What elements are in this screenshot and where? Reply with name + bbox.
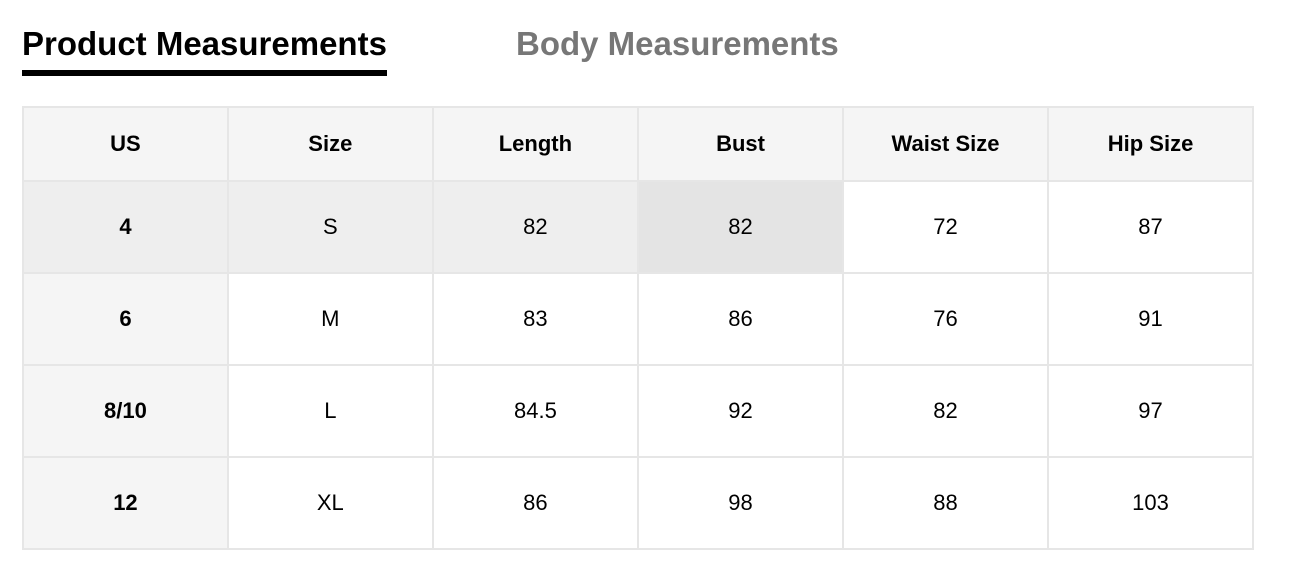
- cell-us: 6: [22, 272, 229, 366]
- tab-body-measurements[interactable]: Body Measurements: [516, 25, 839, 62]
- cell-length: 84.5: [431, 364, 640, 458]
- cell-length: 86: [431, 456, 640, 550]
- table-header-row: US Size Length Bust Waist Size Hip Size: [22, 106, 1254, 182]
- cell-us: 12: [22, 456, 229, 550]
- cell-waist: 88: [841, 456, 1050, 550]
- cell-size: S: [226, 180, 434, 274]
- header-hip-size: Hip Size: [1047, 106, 1254, 182]
- cell-bust: 92: [637, 364, 844, 458]
- size-chart-table: US Size Length Bust Waist Size Hip Size …: [22, 106, 1254, 550]
- header-bust: Bust: [637, 106, 844, 182]
- cell-length: 83: [431, 272, 640, 366]
- cell-hip: 91: [1047, 272, 1254, 366]
- cell-size: L: [226, 364, 434, 458]
- cell-length: 82: [431, 180, 640, 274]
- cell-waist: 82: [841, 364, 1050, 458]
- cell-size: XL: [226, 456, 434, 550]
- cell-waist: 72: [841, 180, 1050, 274]
- table-row: 12 XL 86 98 88 103: [22, 456, 1254, 550]
- cell-hip: 103: [1047, 456, 1254, 550]
- cell-hip: 97: [1047, 364, 1254, 458]
- cell-bust: 98: [637, 456, 844, 550]
- cell-us: 8/10: [22, 364, 229, 458]
- table-row: 6 M 83 86 76 91: [22, 272, 1254, 366]
- tab-product-measurements[interactable]: Product Measurements: [22, 24, 387, 76]
- header-length: Length: [431, 106, 640, 182]
- table-row: 4 S 82 82 72 87: [22, 180, 1254, 274]
- header-waist-size: Waist Size: [841, 106, 1050, 182]
- cell-hip: 87: [1047, 180, 1254, 274]
- header-size: Size: [226, 106, 434, 182]
- table-row: 8/10 L 84.5 92 82 97: [22, 364, 1254, 458]
- cell-size: M: [226, 272, 434, 366]
- cell-bust: 82: [637, 180, 844, 274]
- cell-bust: 86: [637, 272, 844, 366]
- cell-waist: 76: [841, 272, 1050, 366]
- cell-us: 4: [22, 180, 229, 274]
- header-us: US: [22, 106, 229, 182]
